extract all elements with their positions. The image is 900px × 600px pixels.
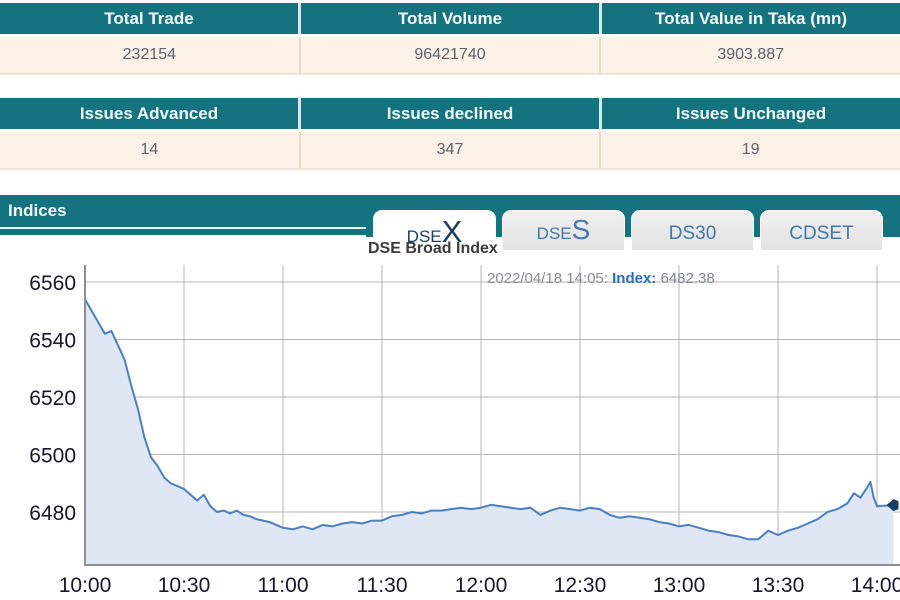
value-total-trade: 232154 xyxy=(0,37,301,73)
tab-ds30-label: DS30 xyxy=(668,223,717,244)
issues-table-header: Issues Advanced Issues declined Issues U… xyxy=(0,98,900,129)
header-issues-declined: Issues declined xyxy=(301,98,602,129)
index-tabs: DSE X DSE S DS30 CDSET xyxy=(366,195,900,255)
x-tick-label: 12:00 xyxy=(455,574,508,597)
y-tick-label: 6480 xyxy=(29,502,76,525)
summary-table: Total Trade Total Volume Total Value in … xyxy=(0,3,900,75)
y-tick-label: 6560 xyxy=(29,272,76,295)
issues-table-row: 14 347 19 xyxy=(0,132,900,170)
value-issues-unchanged: 19 xyxy=(601,132,900,168)
indices-section-title: Indices xyxy=(8,201,67,220)
chart-title: DSE Broad Index xyxy=(368,240,498,257)
y-tick-label: 6520 xyxy=(29,387,76,410)
tooltip-value: 6482.38 xyxy=(656,270,715,287)
header-total-value: Total Value in Taka (mn) xyxy=(602,3,900,34)
last-point-marker xyxy=(886,499,899,512)
x-tick-label: 13:00 xyxy=(653,574,706,597)
header-issues-advanced: Issues Advanced xyxy=(0,98,301,129)
index-line xyxy=(84,298,894,541)
x-tick-label: 14:00 xyxy=(851,574,900,597)
x-tick-label: 12:30 xyxy=(554,574,607,597)
value-issues-declined: 347 xyxy=(300,132,602,168)
chart-last-point-tooltip: 2022/04/18 14:05: Index: 6482.38 xyxy=(487,270,715,287)
tab-dses-label: DSE xyxy=(536,224,572,243)
x-tick-label: 13:30 xyxy=(752,574,805,597)
tab-dsex[interactable]: DSE X xyxy=(373,210,496,255)
value-issues-advanced: 14 xyxy=(0,132,301,168)
summary-table-header: Total Trade Total Volume Total Value in … xyxy=(0,3,900,34)
x-tick-label: 11:00 xyxy=(258,574,309,597)
index-area xyxy=(85,299,894,565)
tab-ds30[interactable]: DS30 xyxy=(631,210,754,250)
y-tick-label: 6500 xyxy=(29,445,76,468)
tooltip-datetime: 2022/04/18 14:05: xyxy=(487,270,613,287)
issues-table: Issues Advanced Issues declined Issues U… xyxy=(0,98,900,170)
x-tick-label: 10:00 xyxy=(59,574,112,597)
value-total-value: 3903.887 xyxy=(601,37,900,73)
x-tick-label: 10:30 xyxy=(158,574,211,597)
tab-cdset[interactable]: CDSET xyxy=(760,210,883,250)
header-total-volume: Total Volume xyxy=(301,3,602,34)
header-issues-unchanged: Issues Unchanged xyxy=(602,98,900,129)
tooltip-label: Index: xyxy=(612,270,657,287)
header-total-trade: Total Trade xyxy=(0,3,301,34)
tab-dses[interactable]: DSE S xyxy=(502,210,625,250)
value-total-volume: 96421740 xyxy=(300,37,602,73)
summary-table-row: 232154 96421740 3903.887 xyxy=(0,37,900,75)
y-tick-label: 6540 xyxy=(29,330,76,353)
tab-dsex-label: DSE xyxy=(406,227,442,246)
x-tick-label: 11:30 xyxy=(357,574,408,597)
tab-cdset-label: CDSET xyxy=(789,223,854,244)
